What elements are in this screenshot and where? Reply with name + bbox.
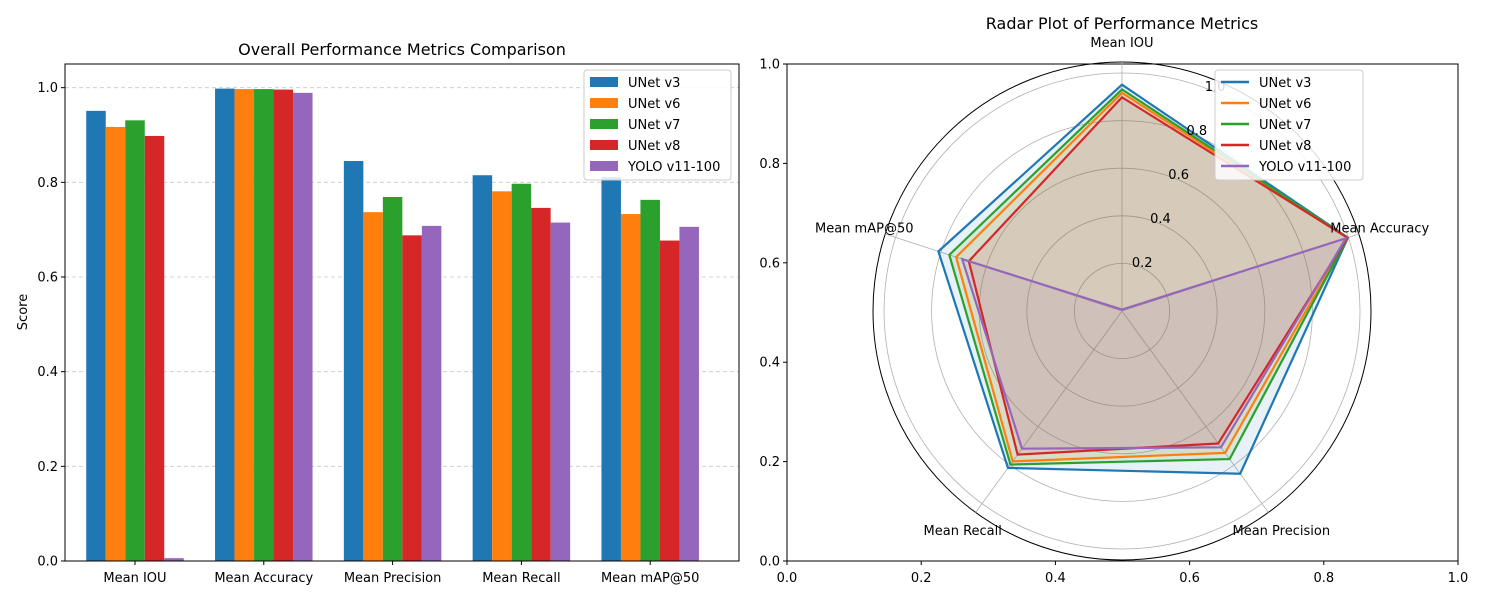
bar [273, 89, 294, 561]
radar-spoke [1121, 310, 1269, 513]
bar [402, 235, 422, 561]
bar-legend-swatch [590, 98, 618, 108]
bar-series [86, 88, 699, 562]
bar-legend-box [583, 69, 732, 181]
bar [620, 214, 641, 561]
bar-legend-label: UNet v6 [628, 97, 680, 112]
bar-legend-swatch [590, 161, 618, 171]
radar-legend-label: UNet v6 [1259, 97, 1311, 112]
radar-frame-y-tick-label: 0.0 [759, 555, 780, 570]
bar [254, 89, 274, 561]
radar-frame-y-tick-label: 0.8 [759, 157, 780, 172]
radar-legend-label: UNet v7 [1259, 118, 1311, 133]
radar-frame-axes: 0.0 0.2 0.4 0.6 0.8 1.0 0.0 0.2 0.4 0.6 0.8 1.0 [759, 58, 1468, 587]
bar-x-tick-label: Mean Recall [482, 571, 560, 586]
radar-series [937, 83, 1350, 475]
bar [164, 558, 184, 561]
radar-series-fill [956, 92, 1348, 462]
radar-spoke [975, 310, 1123, 513]
bar [363, 212, 383, 562]
bar-y-axis: 0.0 0.2 0.4 0.6 0.8 1.0 [37, 81, 65, 570]
bar [105, 126, 126, 561]
radar-frame [786, 63, 1459, 562]
bar [421, 225, 442, 561]
radar-legend-label: YOLO v11-100 [1258, 160, 1351, 175]
bar-y-tick-label: 0.4 [37, 365, 58, 380]
bar-legend-swatch [590, 77, 618, 87]
bar [531, 207, 551, 562]
radar-frame-x-tick-label: 0.6 [1179, 571, 1200, 586]
bar [472, 175, 493, 561]
radar-axis-label: Mean Accuracy [1330, 221, 1429, 236]
radar-series-fill [949, 89, 1348, 465]
bar [550, 222, 571, 562]
radar-frame-y-tick-label: 0.6 [759, 256, 780, 271]
bar-chart: Overall Performance Metrics Comparison 0… [16, 40, 740, 586]
radar-frame-x-tick-label: 0.4 [1045, 571, 1066, 586]
radar-series-fill [968, 97, 1348, 455]
radar-legend-box [1214, 69, 1364, 181]
bar-y-tick-label: 0.6 [37, 271, 58, 286]
radar-chart-title: Radar Plot of Performance Metrics [986, 14, 1259, 33]
radar-frame-x-tick-label: 0.8 [1313, 571, 1334, 586]
bar-y-axis-label: Score [16, 294, 31, 330]
radar-frame-y-tick-label: 0.2 [759, 455, 780, 470]
radar-axis-label: Mean IOU [1090, 36, 1153, 51]
radar-series-line [960, 236, 1349, 450]
bar-y-tick-label: 0.8 [37, 176, 58, 191]
radar-axis-label: Mean Recall [924, 524, 1002, 539]
bar [343, 161, 364, 562]
bar-chart-title: Overall Performance Metrics Comparison [238, 40, 566, 59]
bar-plot-frame [64, 63, 740, 562]
radar-r-tick-label: 0.2 [1132, 256, 1153, 271]
radar-r-tick-label: 0.4 [1150, 212, 1171, 227]
radar-legend: UNet v3 UNet v6 UNet v7 UNet v8 YOLO v11-100 [1214, 69, 1364, 181]
bar-legend-label: UNet v7 [628, 118, 680, 133]
bar-legend: UNet v3 UNet v6 UNet v7 UNet v8 YOLO v11-100 [583, 69, 732, 181]
bar [640, 199, 660, 561]
radar-series-line [948, 87, 1350, 466]
bar [659, 240, 680, 561]
radar-axis-label: Mean mAP@50 [815, 221, 914, 236]
bar-y-tick-label: 0.0 [37, 555, 58, 570]
bar-x-axis: Mean IOU Mean Accuracy Mean Precision Mean … [103, 561, 699, 586]
radar-frame-x-tick-label: 0.0 [777, 571, 798, 586]
bar-legend-swatch [590, 140, 618, 150]
bar-legend-label: YOLO v11-100 [627, 160, 720, 175]
bar-legend-swatch [590, 119, 618, 129]
bar [234, 89, 255, 561]
bar-y-tick-label: 0.2 [37, 460, 58, 475]
bar [382, 197, 403, 562]
radar-frame-x-tick-label: 1.0 [1448, 571, 1469, 586]
bar-legend-label: UNet v8 [628, 139, 680, 154]
bar [601, 177, 621, 562]
radar-frame-y-tick-label: 0.4 [759, 356, 780, 371]
radar-chart: Radar Plot of Performance Metrics 0.0 0.2… [759, 14, 1468, 586]
bar [215, 88, 235, 561]
bar-x-tick-label: Mean IOU [103, 571, 166, 586]
bar [293, 92, 313, 561]
radar-series-fill [938, 84, 1348, 474]
bar-x-tick-label: Mean mAP@50 [601, 571, 700, 586]
radar-r-tick-label: 0.8 [1187, 124, 1208, 139]
bar-x-tick-label: Mean Accuracy [214, 571, 313, 586]
bar [679, 226, 699, 561]
bar [492, 191, 512, 561]
radar-r-tick-label: 0.6 [1168, 168, 1189, 183]
bar-legend-label: UNet v3 [628, 76, 680, 91]
radar-legend-label: UNet v8 [1259, 139, 1311, 154]
radar-frame-x-tick-label: 0.2 [911, 571, 932, 586]
radar-legend-label: UNet v3 [1259, 76, 1311, 91]
bar [86, 110, 106, 562]
radar-series-fill [962, 238, 1346, 449]
radar-frame-y-tick-label: 1.0 [759, 58, 780, 73]
bar-y-tick-label: 1.0 [37, 81, 58, 96]
bar [511, 183, 532, 561]
bar [144, 135, 165, 562]
bar-x-tick-label: Mean Precision [344, 571, 442, 586]
bar [125, 120, 145, 562]
radar-axis-label: Mean Precision [1233, 524, 1331, 539]
